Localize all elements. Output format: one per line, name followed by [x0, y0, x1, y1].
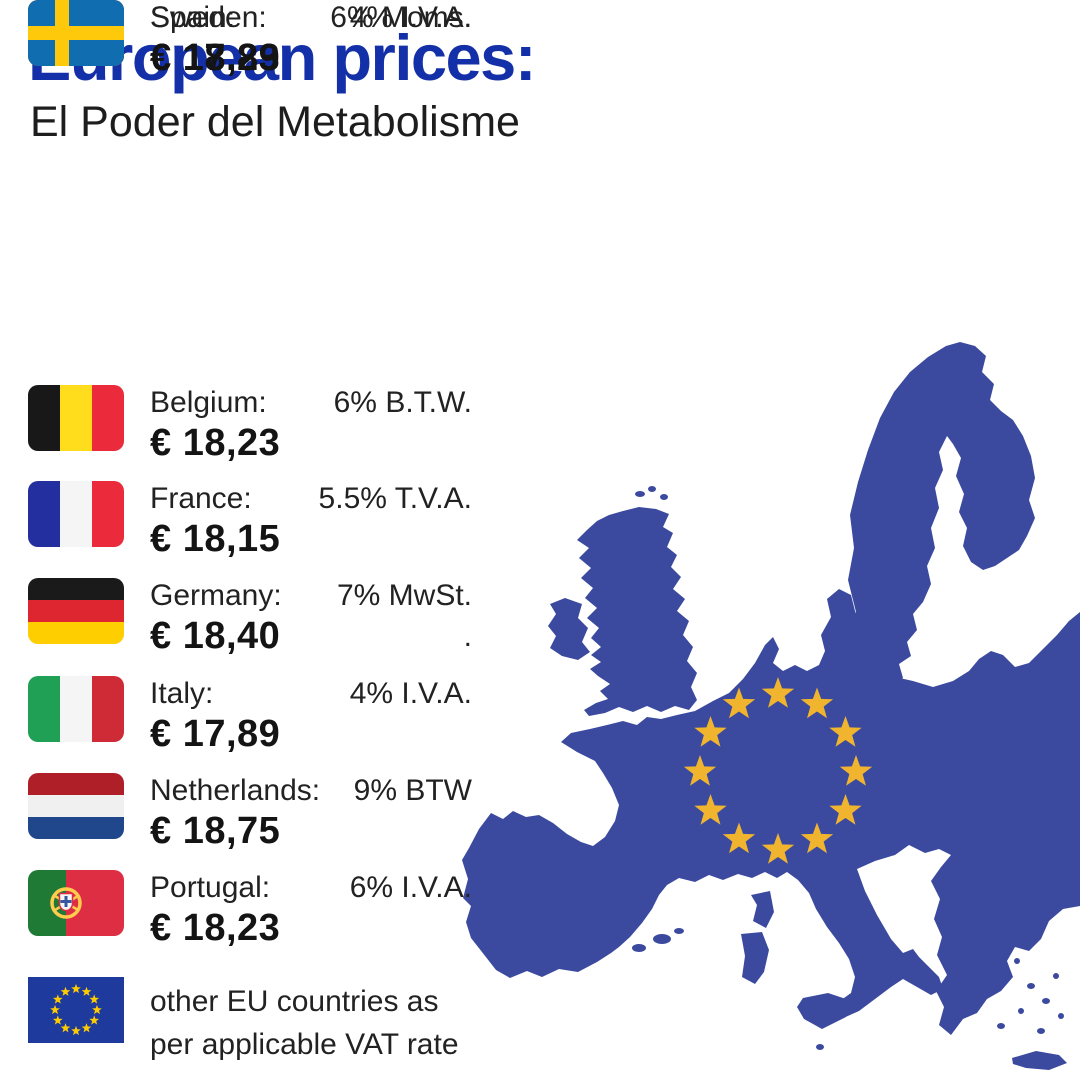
footer-note-line2: per applicable VAT rate	[150, 1028, 459, 1061]
page-subtitle: El Poder del Metabolisme	[30, 98, 520, 146]
europe-landmass	[462, 342, 1080, 1070]
price-row-netherlands: Netherlands: 9% BTW € 18,75	[28, 773, 472, 852]
sweden-flag-icon	[28, 0, 124, 66]
country-label: France:	[150, 482, 252, 515]
eu-stars-circle	[683, 677, 873, 864]
price-value: € 18,23	[150, 37, 281, 79]
vat-label: 6% B.T.W.	[333, 386, 472, 419]
footer-note-line1: other EU countries as	[150, 985, 439, 1018]
country-label: Spain:	[150, 1, 236, 34]
vat-label: 4% I.V.A.	[349, 677, 472, 710]
france-flag-icon	[28, 481, 124, 547]
europe-map-svg	[462, 342, 1080, 1070]
price-value: € 18,15	[150, 518, 281, 560]
price-value: € 17,89	[150, 713, 281, 755]
vat-label: 6% Moms.	[330, 1, 472, 34]
price-value: € 18,23	[150, 907, 281, 949]
country-label: Netherlands:	[150, 774, 321, 807]
country-label: Belgium:	[150, 386, 267, 419]
country-label: Portugal:	[150, 871, 271, 904]
price-row-portugal: Portugal: 6% I.V.A. € 18,23	[28, 870, 472, 949]
country-label: Italy:	[150, 677, 214, 710]
europe-map	[440, 330, 1080, 1080]
price-row-belgium: Belgium: 6% B.T.W. € 18,23	[28, 385, 472, 464]
belgium-flag-icon	[28, 385, 124, 451]
footer-row-eu: other EU countries as per applicable VAT…	[28, 977, 459, 1066]
country-label: Sweden:	[150, 1, 267, 34]
price-value: € 18,40	[150, 615, 281, 657]
price-value: € 18,75	[150, 810, 281, 852]
price-row-sweden: Sweden: 6% Moms. € 18,23	[28, 0, 472, 79]
vat-label: 6% I.V.A.	[349, 871, 472, 904]
vat-label-line2: .	[463, 620, 472, 653]
portugal-flag-icon	[28, 870, 124, 936]
netherlands-flag-icon	[28, 773, 124, 839]
price-value: € 17,89	[150, 37, 281, 79]
vat-label: 7% MwSt.	[336, 579, 472, 612]
country-label: Germany:	[150, 579, 282, 612]
price-value: € 18,23	[150, 422, 281, 464]
italy-flag-icon	[28, 676, 124, 742]
eu-flag-icon	[28, 977, 124, 1043]
price-row-germany: Germany: 7% MwSt. . € 18,40	[28, 578, 472, 657]
vat-label: 5.5% T.V.A.	[318, 482, 472, 515]
vat-label: 9% BTW	[353, 774, 472, 807]
germany-flag-icon	[28, 578, 124, 644]
price-row-france: France: 5.5% T.V.A. € 18,15	[28, 481, 472, 560]
price-row-italy: Italy: 4% I.V.A. € 17,89	[28, 676, 472, 755]
vat-label: 4% I.V.A.	[349, 1, 472, 34]
